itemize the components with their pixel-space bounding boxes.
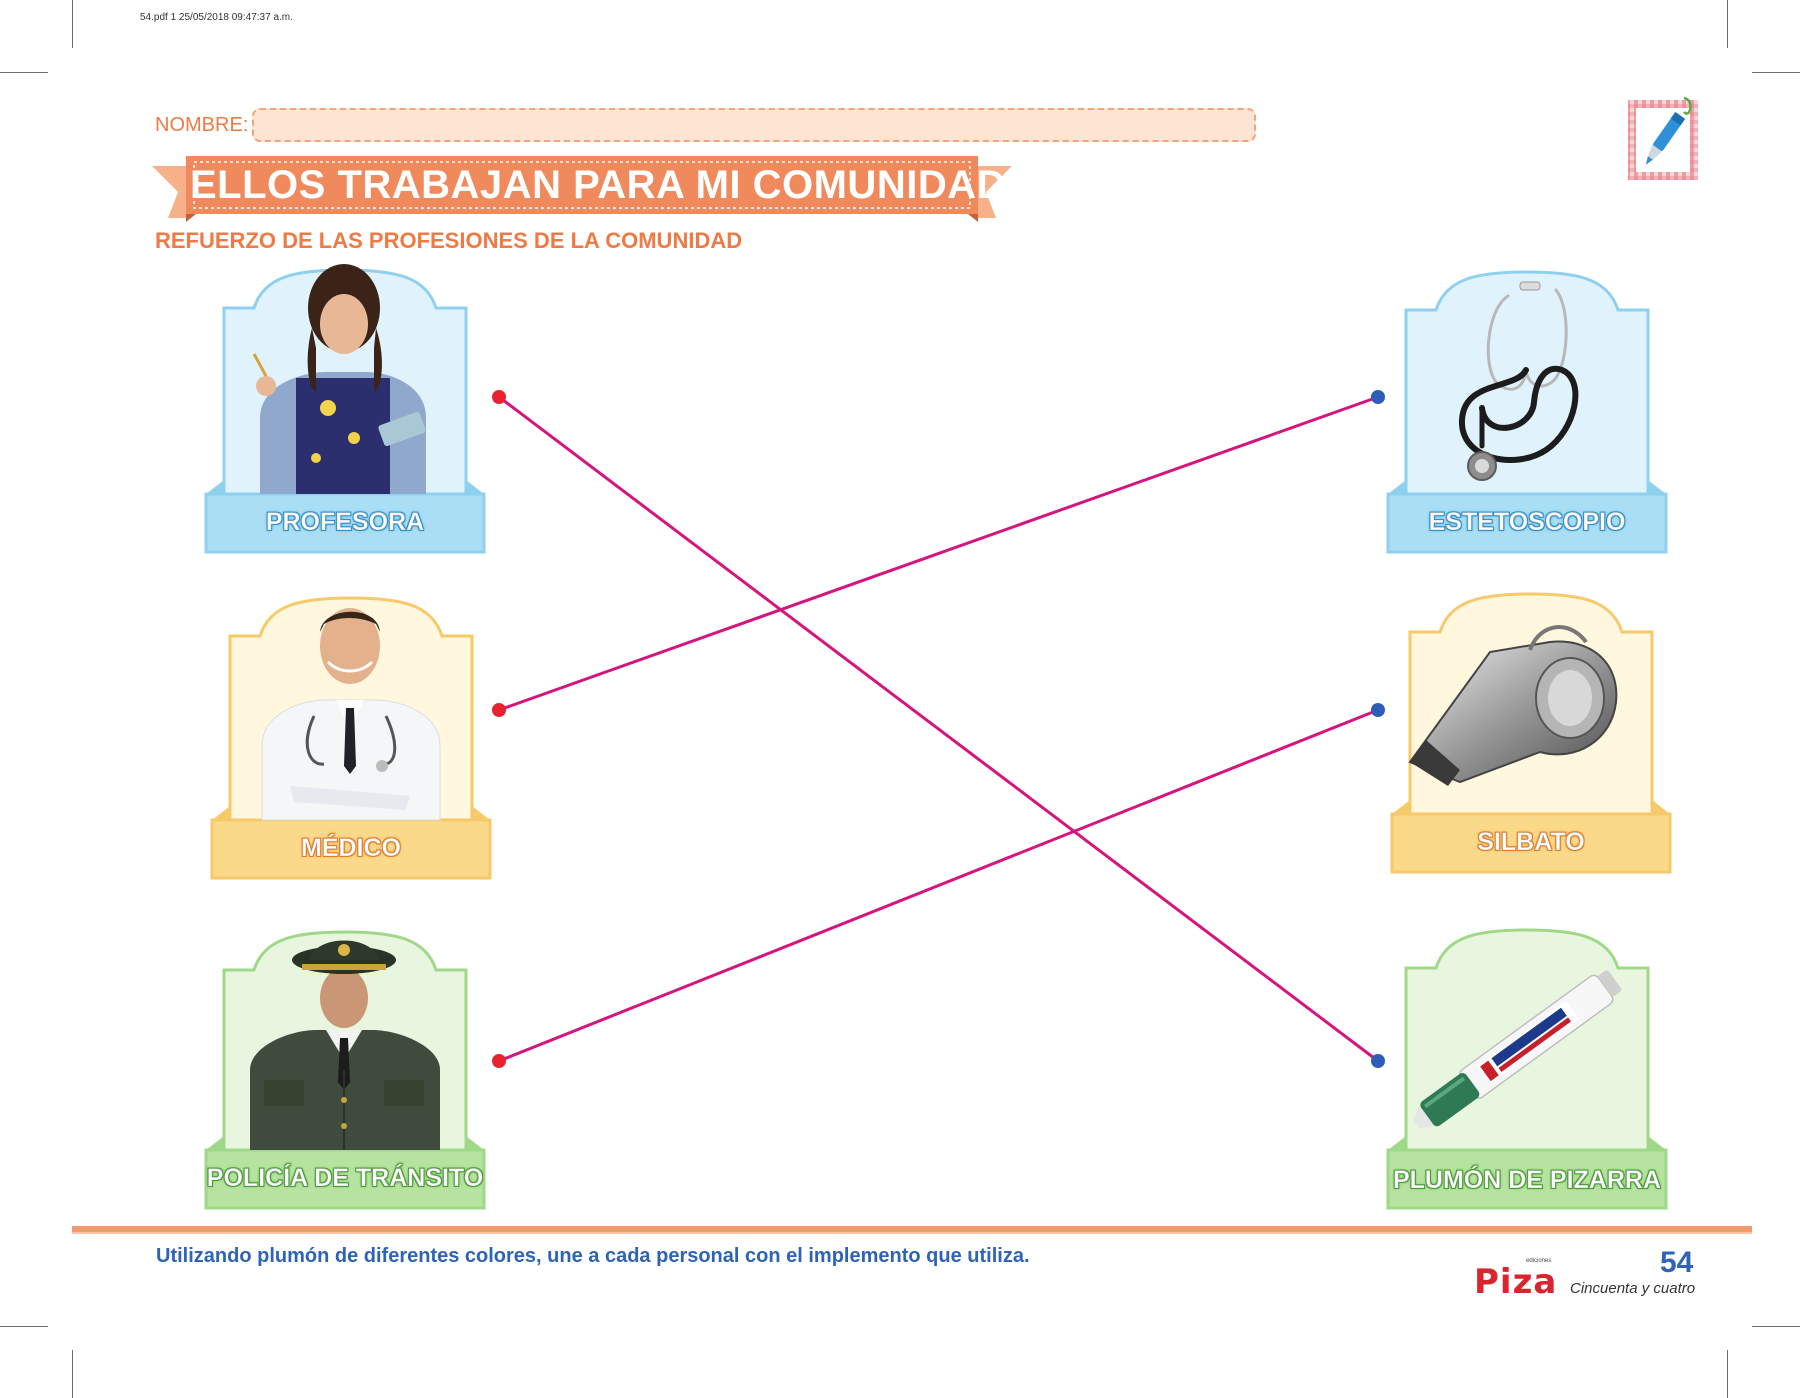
crop-mark (72, 1350, 73, 1398)
card-label-medico: MÉDICO (301, 834, 402, 863)
card-medico: MÉDICO (210, 596, 492, 884)
card-label-policia: POLICÍA DE TRÁNSITO (206, 1164, 484, 1193)
page-title: ELLOS TRABAJAN PARA MI COMUNIDAD (190, 163, 1006, 207)
title-banner (152, 156, 1012, 222)
card-label-profesora: PROFESORA (265, 508, 425, 537)
police-photo (250, 940, 440, 1150)
crop-mark (72, 0, 73, 48)
publisher-logo: ediciones Piza (1474, 1258, 1574, 1302)
card-policia: POLICÍA DE TRÁNSITO (204, 930, 486, 1214)
crop-mark (1727, 1350, 1728, 1398)
page-number: 54 (1660, 1246, 1694, 1279)
print-file-info: 54.pdf 1 25/05/2018 09:47:37 a.m. (140, 12, 293, 23)
crop-mark (1727, 0, 1728, 48)
card-estetoscopio: ESTETOSCOPIO (1386, 270, 1668, 556)
card-label-estetoscopio: ESTETOSCOPIO (1428, 508, 1626, 537)
doctor-photo (261, 608, 441, 821)
connection-line (498, 395, 1379, 712)
card-plumon: PLUMÓN DE PIZARRA (1386, 928, 1668, 1214)
card-label-plumon: PLUMÓN DE PIZARRA (1392, 1166, 1662, 1195)
logo-small-text: ediciones (1526, 1258, 1552, 1264)
footer-rule (72, 1226, 1752, 1232)
card-silbato: SILBATO (1390, 592, 1672, 876)
right-connection-dot[interactable] (1371, 1054, 1385, 1068)
connection-line (498, 395, 1379, 1063)
whistle-picture (1408, 625, 1618, 786)
marker-activity-icon (1628, 96, 1698, 180)
page-subtitle: REFUERZO DE LAS PROFESIONES DE LA COMUNI… (155, 228, 743, 253)
nombre-label: NOMBRE: (155, 114, 249, 136)
instruction-text: Utilizando plumón de diferentes colores,… (156, 1245, 1030, 1267)
crop-mark (0, 1326, 48, 1327)
stethoscope-picture (1458, 281, 1579, 481)
crop-mark (1752, 72, 1800, 73)
right-connection-dot[interactable] (1371, 390, 1385, 404)
nombre-field[interactable] (252, 108, 1256, 142)
right-connection-dot[interactable] (1371, 703, 1385, 717)
left-connection-dot[interactable] (492, 1054, 506, 1068)
left-connection-dot[interactable] (492, 390, 506, 404)
card-label-silbato: SILBATO (1477, 828, 1585, 857)
teacher-photo (252, 264, 426, 494)
page-number-words: Cincuenta y cuatro (1570, 1280, 1696, 1297)
crop-mark (0, 72, 48, 73)
card-profesora: PROFESORA (204, 264, 486, 556)
crop-mark (1752, 1326, 1800, 1327)
connection-line (498, 708, 1379, 1063)
logo-text: Piza (1474, 1262, 1558, 1302)
footer-rule-light (72, 1232, 1752, 1234)
left-connection-dot[interactable] (492, 703, 506, 717)
marker-picture (1412, 970, 1622, 1129)
